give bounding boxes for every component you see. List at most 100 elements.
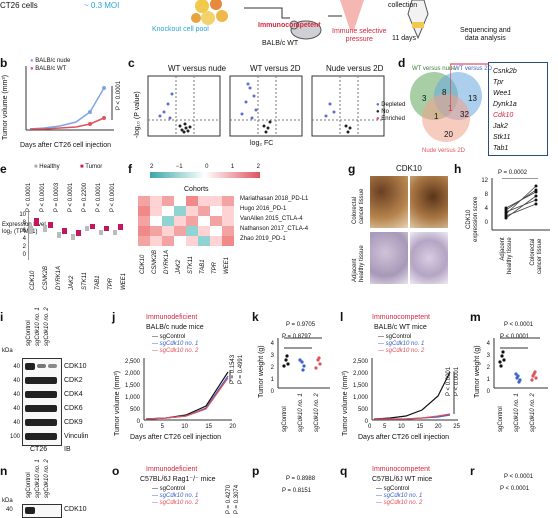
- panel-p-p1: P = 0.8988: [286, 476, 316, 482]
- panel-l-xticks: 0 5 10 15 20 25: [368, 424, 460, 430]
- legend-nude: ● BALB/c nude: [30, 58, 71, 64]
- ihc-healthy-high: [410, 232, 448, 284]
- panel-n-band: CDK10: [64, 506, 87, 513]
- panel-i-kda: kDa: [2, 348, 13, 354]
- panel-c-title-2: WT versus 2D: [250, 64, 301, 73]
- panel-e-boxplots: [28, 212, 123, 260]
- panel-f-title: Cohorts: [184, 186, 209, 193]
- panel-q-title: Immunocompetent: [372, 466, 430, 473]
- venn-center: 1: [448, 104, 453, 113]
- panel-q-label: q: [340, 464, 348, 478]
- gene-5: Cdk10: [493, 112, 514, 119]
- panel-f-heatmap: [138, 196, 238, 251]
- venn-set-3: Nude versus 2D: [422, 148, 466, 154]
- venn-n6: 20: [444, 130, 453, 139]
- panel-f-label: f: [128, 162, 132, 176]
- panel-i-markers: 40 40 40 40 40 100: [9, 364, 20, 440]
- panel-e-yticks: 10 8 6 4 2 0: [19, 212, 26, 258]
- panel-j-xlabel: Days after CT26 cell injection: [130, 434, 222, 441]
- panel-q-legend: — sgControl — sgCdk10 no. 1 — sgCdk10 no…: [376, 486, 423, 506]
- panel-l-plot: [371, 358, 458, 421]
- panel-d-label: d: [398, 56, 406, 70]
- panel-j-label: j: [112, 310, 116, 324]
- ihc-tumor-high: [410, 176, 448, 228]
- panel-n-kda: kDa: [2, 498, 13, 504]
- panel-h-pval: P = 0.0002: [498, 170, 528, 176]
- panel-p-p2: P = 0.8151: [282, 488, 312, 494]
- panel-i-blot: [22, 358, 62, 446]
- panel-p-label: p: [252, 464, 260, 478]
- panel-g-title: CDK10: [396, 164, 422, 173]
- legend-tumor: ■ Tumor: [80, 164, 103, 170]
- volcano-2: [229, 75, 303, 137]
- cell-text: CT26 cells: [0, 1, 38, 10]
- gene-3: Wee1: [493, 90, 512, 97]
- panel-o-label: o: [112, 464, 120, 478]
- panel-m-p2: P < 0.0001: [500, 334, 530, 340]
- panel-n-blot: [22, 504, 62, 518]
- seq-text: Sequencing and data analysis: [460, 27, 511, 42]
- panel-h-label: h: [454, 162, 462, 176]
- panel-e-label: e: [0, 162, 7, 176]
- gene-7: Stk11: [493, 134, 511, 141]
- panel-b-plot: [25, 66, 114, 131]
- panel-c-volcanoes: [147, 75, 385, 137]
- panel-k-plot: [277, 337, 330, 389]
- panel-n-label: n: [0, 464, 8, 478]
- panel-l-xlabel: Days after CT26 cell injection: [358, 434, 450, 441]
- panel-l-subtitle: BALB/c WT mice: [374, 324, 427, 331]
- panel-k-label: k: [252, 310, 259, 324]
- panel-c-ylabel: -log₁₀ (P value): [134, 91, 141, 138]
- panel-m-ylabel: Tumor weight (g): [474, 345, 481, 398]
- pool-text: Knockout cell pool: [152, 26, 209, 33]
- e-p1: P < 0.0001: [26, 182, 32, 212]
- panel-n-marker: 40: [6, 507, 13, 513]
- moi-text: ~ 0.3 MOI: [84, 1, 120, 10]
- e-p4: P < 0.0001: [68, 182, 74, 212]
- panel-f-cohorts: Mariathasan 2018_PD-L1 Hugo 2016_PD-1 Va…: [240, 196, 309, 242]
- panel-k-p1: P = 0.9705: [286, 322, 316, 328]
- panel-k-ylabel: Tumor weight (g): [258, 345, 265, 398]
- panel-i-cell: CT26: [30, 446, 48, 453]
- panel-g-label: g: [348, 162, 356, 176]
- panel-b-pval: P < 0.0001: [116, 80, 122, 110]
- panel-c-legend: ● Depleted ● No ● Enriched: [376, 102, 406, 122]
- panel-j-subtitle: BALB/c nude mice: [146, 324, 204, 331]
- collection-text: collection: [388, 2, 418, 9]
- ihc-healthy-low: [370, 232, 408, 284]
- panel-j-xticks: 0 5 10 15 20: [140, 424, 236, 430]
- panel-i-label: i: [0, 310, 4, 324]
- panel-j-plot: [143, 358, 232, 421]
- panel-c-title-3: Nude versus 2D: [326, 64, 384, 73]
- days-text: 11 days: [392, 35, 416, 42]
- panel-o-legend: — sgControl — sgCdk10 no. 1 — sgCdk10 no…: [152, 486, 199, 506]
- panel-l-label: l: [340, 310, 344, 324]
- panel-o-subtitle: C57BL/6J Rag1⁻/⁻ mice: [140, 476, 216, 483]
- panel-d-venn: [410, 72, 482, 142]
- venn-set-1: WT versus nude: [412, 66, 456, 72]
- panel-o-title: Immunodeficient: [146, 466, 198, 473]
- gene-1: Csnk2b: [493, 68, 517, 75]
- legend-wt: ● BALB/c WT: [30, 66, 67, 72]
- panel-l-title: Immunocompetent: [372, 314, 430, 321]
- panel-i-bands: CDK10 CDK2 CDK4 CDK6 CDK9 Vinculin: [64, 363, 89, 440]
- panel-m-label: m: [470, 310, 481, 324]
- panel-o-p2: P = 0.3074: [234, 484, 240, 514]
- panel-b-xlabel: Days after CT26 cell injection: [20, 142, 112, 149]
- gene-list-box: Csnk2b Tpr Wee1 Dynk1a Cdk10 Jak2 Stk11 …: [488, 62, 548, 156]
- panel-l-yticks: 2,500 2,000 1,500 1,000 500 0: [352, 359, 368, 425]
- panel-j-title: Immunodeficient: [146, 314, 198, 321]
- gene-8: Tab1: [493, 145, 509, 152]
- panel-e-ylabel: Expression level, log₂ (TPM+1): [2, 222, 48, 235]
- pressure-text: Immune selective pressure: [332, 28, 387, 43]
- immuno-text: Immunocompetent: [258, 22, 321, 29]
- panel-k-p2: P = 0.8797: [282, 334, 312, 340]
- panel-o-p1: P = 0.4270: [226, 484, 232, 514]
- gene-2: Tpr: [493, 79, 504, 86]
- e-p2: P < 0.0001: [40, 182, 46, 212]
- panel-f-scale-labels: 2 −1 0 1 2: [150, 164, 260, 170]
- panel-h-plot: [491, 178, 550, 231]
- panel-l-legend: — sgControl — sgCdk10 no. 1 — sgCdk10 no…: [378, 334, 425, 354]
- legend-healthy: ■ Healthy: [34, 164, 60, 170]
